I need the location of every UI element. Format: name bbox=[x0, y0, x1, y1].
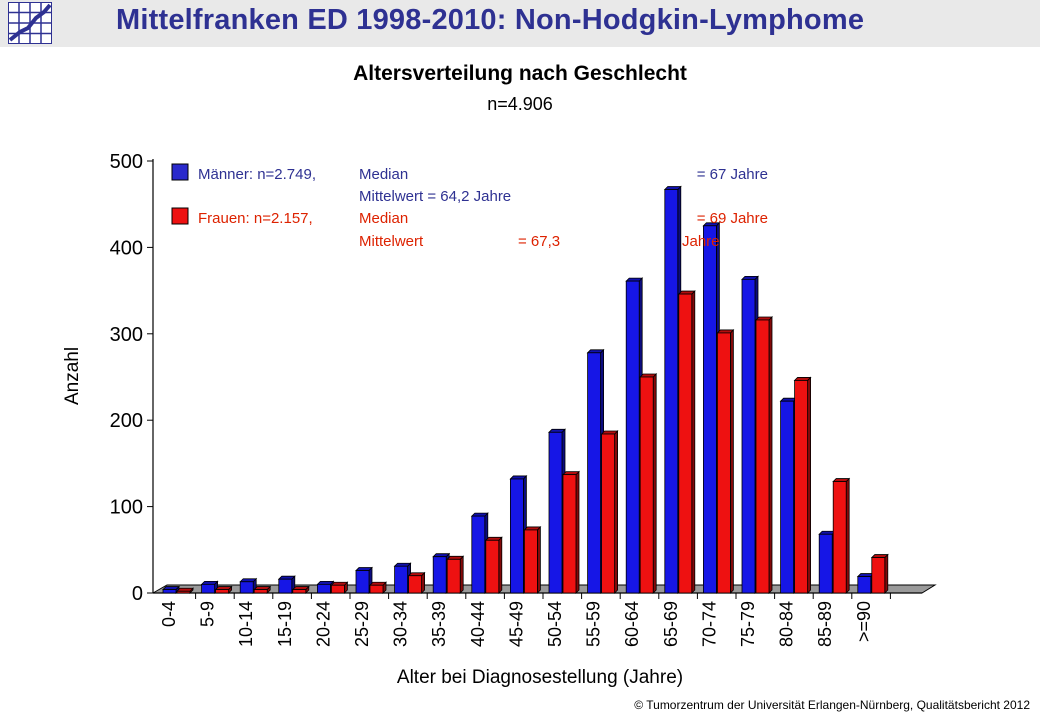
bar-frauen bbox=[832, 477, 851, 594]
bar-frauen bbox=[523, 525, 542, 594]
x-tick-label: 20-24 bbox=[313, 601, 333, 647]
bar-maenner bbox=[586, 348, 605, 594]
x-tick-label: 75-79 bbox=[738, 601, 758, 647]
logo-icon bbox=[8, 2, 52, 44]
bar-frauen bbox=[214, 585, 233, 594]
y-tick-label: 200 bbox=[110, 410, 143, 432]
bar-maenner bbox=[239, 577, 258, 594]
legend-swatch-frauen bbox=[171, 207, 189, 225]
bar-frauen bbox=[793, 376, 812, 594]
bar-maenner bbox=[856, 572, 875, 594]
bar-frauen bbox=[639, 373, 658, 594]
legend-frauen-mean-label: Mittelwert bbox=[359, 233, 424, 250]
bar-frauen bbox=[176, 587, 194, 594]
legend-frauen-label: Frauen: n=2.157, bbox=[198, 210, 313, 227]
x-tick-label: 0-4 bbox=[159, 601, 179, 627]
bar-frauen bbox=[446, 555, 465, 594]
bar-maenner bbox=[818, 530, 837, 594]
bar-frauen bbox=[291, 585, 310, 594]
x-tick-label: 55-59 bbox=[584, 601, 604, 647]
y-tick-label: 300 bbox=[110, 324, 143, 346]
x-tick-label: 65-69 bbox=[661, 601, 681, 647]
x-tick-label: 50-54 bbox=[545, 601, 565, 647]
bar-frauen bbox=[253, 585, 272, 594]
legend-swatch-maenner bbox=[171, 163, 189, 181]
bar-maenner bbox=[702, 221, 721, 594]
header-band bbox=[0, 0, 1040, 47]
legend-frauen-mean-value: = 67,3 bbox=[518, 233, 560, 250]
bar-frauen bbox=[600, 430, 619, 594]
chart-title: Altersverteilung nach Geschlecht bbox=[353, 62, 687, 85]
legend-item-frauen: Frauen: n=2.157, Median = 69 Jahre Mitte… bbox=[171, 207, 768, 250]
y-axis-label: Anzahl bbox=[62, 347, 83, 405]
legend-maenner-median-label: Median bbox=[359, 166, 408, 183]
chart-subtitle: n=4.906 bbox=[487, 94, 553, 114]
y-tick-label: 0 bbox=[132, 583, 143, 605]
legend-frauen-median-value: = 69 Jahre bbox=[697, 210, 768, 227]
legend-frauen-median-label: Median bbox=[359, 210, 408, 227]
bar-frauen bbox=[562, 470, 580, 594]
bar-frauen bbox=[369, 581, 387, 594]
x-tick-label: >=90 bbox=[854, 601, 874, 642]
bar-maenner bbox=[548, 428, 566, 594]
y-tick-label: 100 bbox=[110, 497, 143, 519]
legend: Männer: n=2.749, Median = 67 Jahre Mitte… bbox=[171, 163, 768, 250]
bar-frauen bbox=[716, 328, 735, 594]
x-tick-label: 70-74 bbox=[699, 601, 719, 647]
bar-maenner bbox=[625, 277, 644, 594]
x-tick-label: 15-19 bbox=[275, 601, 295, 647]
bar-maenner bbox=[162, 585, 180, 594]
x-axis-label: Alter bei Diagnosestellung (Jahre) bbox=[397, 667, 683, 688]
legend-frauen-mean-unit: Jahre bbox=[682, 233, 720, 250]
x-tick-label: 45-49 bbox=[506, 601, 526, 647]
y-tick-label: 500 bbox=[110, 151, 143, 173]
bar-frauen bbox=[755, 316, 773, 594]
x-tick-label: 5-9 bbox=[198, 601, 218, 627]
bar-frauen bbox=[330, 581, 349, 594]
x-tick-label: 80-84 bbox=[777, 601, 797, 647]
legend-maenner-median-value: = 67 Jahre bbox=[697, 166, 768, 183]
x-tick-label: 85-89 bbox=[815, 601, 835, 647]
x-tick-label: 40-44 bbox=[468, 601, 488, 647]
x-tick-label: 35-39 bbox=[429, 601, 449, 647]
x-tick-label: 25-29 bbox=[352, 601, 372, 647]
bar-maenner bbox=[779, 397, 798, 594]
page-title: Mittelfranken ED 1998-2010: Non-Hodgkin-… bbox=[116, 4, 865, 36]
bar-frauen bbox=[677, 290, 696, 594]
x-tick-label: 10-14 bbox=[236, 601, 256, 647]
y-tick-label: 400 bbox=[110, 237, 143, 259]
bar-maenner bbox=[741, 275, 759, 594]
footer-copyright: © Tumorzentrum der Universität Erlangen-… bbox=[634, 698, 1030, 712]
x-tick-label: 30-34 bbox=[391, 601, 411, 647]
legend-maenner-label: Männer: n=2.749, bbox=[198, 166, 316, 183]
bar-maenner bbox=[509, 474, 528, 594]
bar-frauen bbox=[870, 553, 889, 594]
x-tick-label: 60-64 bbox=[622, 601, 642, 647]
bar-frauen bbox=[407, 571, 426, 594]
bar-frauen bbox=[484, 536, 503, 594]
legend-item-maenner: Männer: n=2.749, Median = 67 Jahre Mitte… bbox=[171, 163, 768, 205]
bar-maenner bbox=[663, 185, 682, 594]
legend-maenner-mean: Mittelwert = 64,2 Jahre bbox=[359, 188, 511, 205]
